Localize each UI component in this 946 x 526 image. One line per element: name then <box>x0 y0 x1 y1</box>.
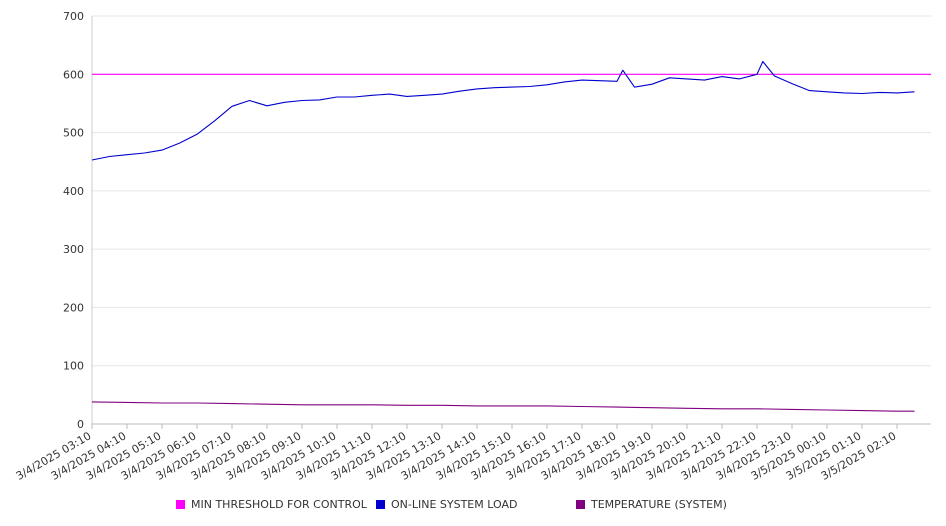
legend-item-min-threshold[interactable]: MIN THRESHOLD FOR CONTROL <box>176 498 367 511</box>
legend-item-temperature[interactable]: TEMPERATURE (SYSTEM) <box>576 498 727 511</box>
legend-label-system-load: ON-LINE SYSTEM LOAD <box>391 498 518 511</box>
legend-swatch-min-threshold <box>176 500 185 509</box>
legend-label-temperature: TEMPERATURE (SYSTEM) <box>591 498 727 511</box>
y-tick-labels: 0 100 200 300 400 500 600 700 <box>63 10 84 431</box>
series-line-temperature-system <box>91 401 915 412</box>
y-tick-label-0: 0 <box>77 418 84 431</box>
x-tick-labels: 3/4/2025 03:103/4/2025 04:103/4/2025 05:… <box>14 429 899 483</box>
axes <box>91 16 931 429</box>
y-tick-label-400: 400 <box>63 185 84 198</box>
legend-swatch-temperature <box>576 500 585 509</box>
y-tick-label-100: 100 <box>63 360 84 373</box>
y-tick-label-600: 600 <box>63 68 84 81</box>
series-lines <box>91 60 931 412</box>
y-tick-label-700: 700 <box>63 10 84 23</box>
legend-label-min-threshold: MIN THRESHOLD FOR CONTROL <box>191 498 367 511</box>
series-line-on-line-system-load <box>91 60 915 161</box>
y-tick-label-500: 500 <box>63 127 84 140</box>
y-tick-label-300: 300 <box>63 243 84 256</box>
legend: MIN THRESHOLD FOR CONTROL ON-LINE SYSTEM… <box>0 498 946 516</box>
y-tick-label-200: 200 <box>63 301 84 314</box>
grid-lines <box>92 15 931 367</box>
legend-swatch-system-load <box>376 500 385 509</box>
legend-item-system-load[interactable]: ON-LINE SYSTEM LOAD <box>376 498 517 511</box>
